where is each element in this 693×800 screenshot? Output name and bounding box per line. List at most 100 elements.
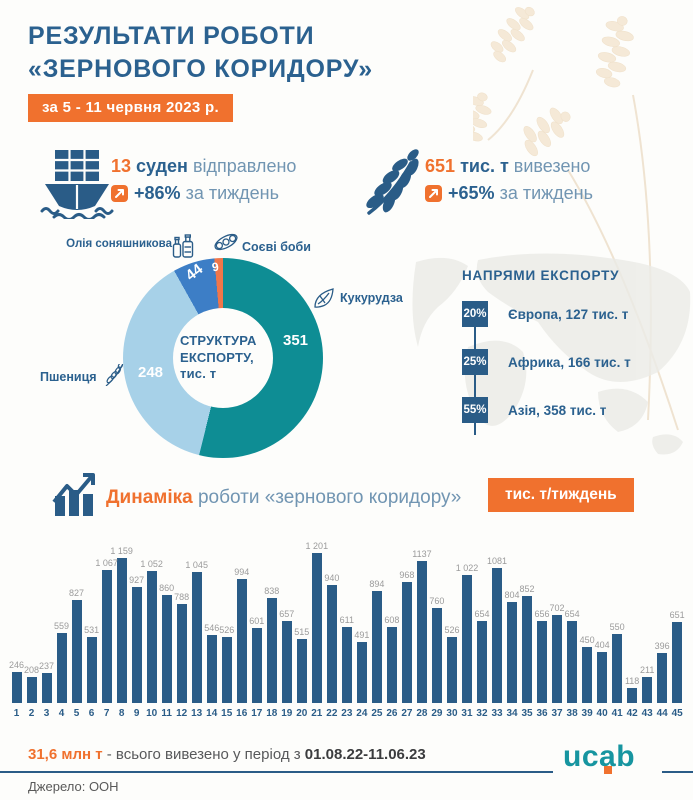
title-line-1: РЕЗУЛЬТАТИ РОБОТИ xyxy=(28,22,315,50)
bar-value-label: 760 xyxy=(429,596,445,606)
bar-column: 940 22 xyxy=(324,537,339,719)
bar-column: 118 42 xyxy=(625,537,640,719)
bar-value-label: 211 xyxy=(639,665,655,675)
bar-value-label: 1 052 xyxy=(140,559,163,569)
bar-column: 208 2 xyxy=(24,537,39,719)
bar-column: 531 6 xyxy=(84,537,99,719)
bar-column: 654 32 xyxy=(474,537,489,719)
bar-value-label: 654 xyxy=(474,609,490,619)
page-title: РЕЗУЛЬТАТИ РОБОТИ «ЗЕРНОВОГО КОРИДОРУ» xyxy=(28,20,373,85)
bar-column: 559 4 xyxy=(54,537,69,719)
bar xyxy=(657,653,668,703)
bar xyxy=(251,628,262,703)
wheat-small-icon xyxy=(105,364,124,386)
bar-value-label: 1081 xyxy=(486,556,508,566)
ships-change: +86% xyxy=(134,183,181,203)
bar-column: 1 067 7 xyxy=(95,537,118,719)
corn-value: 351 xyxy=(283,332,309,349)
bar xyxy=(311,553,322,703)
bar-column: 651 45 xyxy=(670,537,685,719)
bar xyxy=(537,621,548,703)
soybean-icon xyxy=(214,233,238,251)
bar xyxy=(612,634,623,703)
footer-summary: 31,6 млн т - всього вивезено у період з … xyxy=(28,746,426,763)
trend-up-icon xyxy=(111,184,128,202)
bar-x-label: 18 xyxy=(266,708,278,719)
bar-value-label: 651 xyxy=(669,610,685,620)
bar-x-label: 38 xyxy=(566,708,578,719)
bar xyxy=(71,600,82,703)
bar-x-label: 4 xyxy=(58,708,65,719)
cargo-amount: 651 xyxy=(425,156,456,176)
bar-column: 654 38 xyxy=(565,537,580,719)
bar-x-label: 41 xyxy=(611,708,623,719)
bar-x-label: 12 xyxy=(176,708,188,719)
bar-value-label: 404 xyxy=(594,640,610,650)
bar-x-label: 26 xyxy=(386,708,398,719)
bar xyxy=(116,558,127,703)
bar xyxy=(507,602,518,703)
bar xyxy=(672,622,683,703)
ships-count: 13 xyxy=(111,156,132,176)
bar-value-label: 531 xyxy=(84,625,100,635)
percent-badge: 55% xyxy=(462,397,488,423)
bar-value-label: 827 xyxy=(69,588,85,598)
direction-asia: 55% Азія, 358 тис. т xyxy=(462,397,692,423)
bar xyxy=(597,652,608,703)
bar-column: 927 9 xyxy=(129,537,144,719)
percent-badge: 20% xyxy=(462,301,488,327)
bar-value-label: 657 xyxy=(279,609,295,619)
bar-x-label: 42 xyxy=(626,708,638,719)
bar-x-label: 31 xyxy=(461,708,473,719)
bar-column: 760 29 xyxy=(429,537,444,719)
cargo-ship-icon xyxy=(40,150,114,219)
bar-column: 894 25 xyxy=(369,537,384,719)
bar-x-label: 10 xyxy=(146,708,158,719)
bar-x-label: 22 xyxy=(326,708,338,719)
bar xyxy=(642,677,653,703)
title-line-2: «ЗЕРНОВОГО КОРИДОРУ» xyxy=(28,54,373,83)
bar-x-label: 19 xyxy=(281,708,293,719)
bar-column: 788 12 xyxy=(174,537,189,719)
bar-value-label: 838 xyxy=(264,586,280,596)
soy-label: Соєві боби xyxy=(242,240,311,254)
bar-x-label: 9 xyxy=(133,708,140,719)
bar xyxy=(492,568,502,703)
bar xyxy=(446,637,457,703)
bar-value-label: 940 xyxy=(324,573,340,583)
bar-x-label: 5 xyxy=(73,708,80,719)
bar-x-label: 37 xyxy=(551,708,563,719)
bar-x-label: 15 xyxy=(221,708,233,719)
footer-rule-right xyxy=(662,771,693,773)
wheat-ear-icon xyxy=(366,149,419,215)
bar-column: 601 17 xyxy=(249,537,264,719)
bar-value-label: 1 022 xyxy=(455,563,479,573)
bar-value-label: 550 xyxy=(609,622,625,632)
bar-value-label: 559 xyxy=(54,621,70,631)
bar-value-label: 654 xyxy=(564,609,580,619)
bar xyxy=(326,585,337,703)
bar xyxy=(431,608,442,703)
bar-value-label: 852 xyxy=(519,584,535,594)
bar xyxy=(191,572,202,703)
bar-column: 1 022 31 xyxy=(456,537,479,719)
bar-value-label: 968 xyxy=(399,570,415,580)
bar-value-label: 611 xyxy=(339,615,355,625)
bar xyxy=(221,637,232,703)
bar xyxy=(386,627,397,703)
bar xyxy=(522,596,533,703)
bar xyxy=(281,621,292,703)
bar-column: 656 36 xyxy=(535,537,550,719)
bar-x-label: 28 xyxy=(416,708,428,719)
bar xyxy=(582,647,593,703)
bar-column: 827 5 xyxy=(69,537,84,719)
unit-badge: тис. т/тиждень xyxy=(488,478,634,512)
trend-up-icon xyxy=(425,184,442,202)
direction-africa: 25% Африка, 166 тис. т xyxy=(462,349,692,375)
bar-column: 1 045 13 xyxy=(185,537,208,719)
bar-column: 608 26 xyxy=(384,537,399,719)
bar-x-label: 21 xyxy=(311,708,323,719)
bar xyxy=(161,595,172,703)
bar-value-label: 1 159 xyxy=(110,546,133,556)
bar-x-label: 20 xyxy=(296,708,308,719)
